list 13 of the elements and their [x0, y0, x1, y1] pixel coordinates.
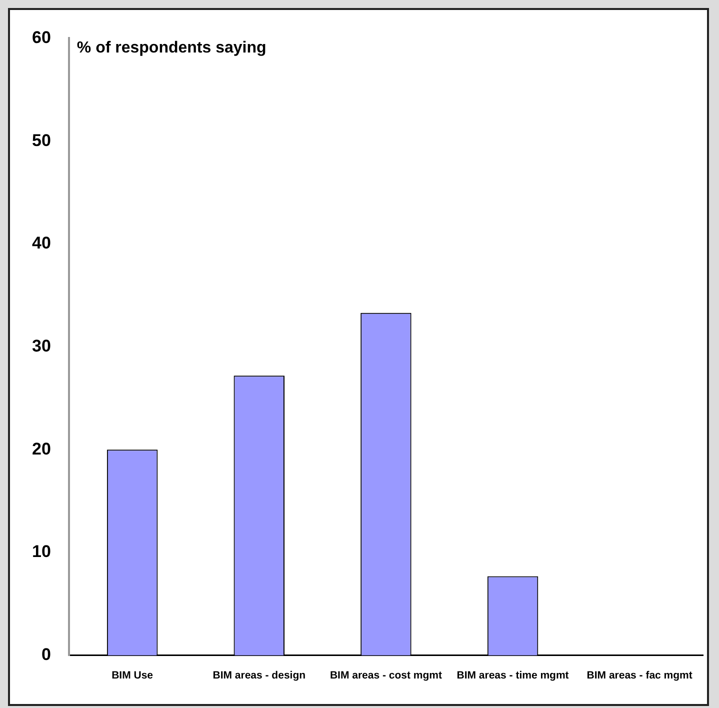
y-axis-title: % of respondents saying [76, 40, 266, 57]
y-tick-label: 0 [41, 645, 51, 664]
y-tick-label: 10 [32, 542, 51, 562]
y-tick-label: 50 [32, 130, 51, 150]
x-tick-label: BIM areas - design [212, 670, 306, 682]
y-tick-label: 60 [32, 28, 51, 47]
x-tick-label: BIM areas - time mgmt [456, 670, 570, 682]
x-tick-label: BIM areas - fac mgmt [586, 670, 693, 682]
y-tick-label: 40 [32, 234, 51, 253]
x-tick-label: BIM Use [112, 670, 154, 682]
y-tick-label: 30 [32, 336, 51, 356]
y-tick-label: 20 [32, 439, 51, 458]
x-tick-label: BIM areas - cost mgmt [330, 670, 442, 682]
